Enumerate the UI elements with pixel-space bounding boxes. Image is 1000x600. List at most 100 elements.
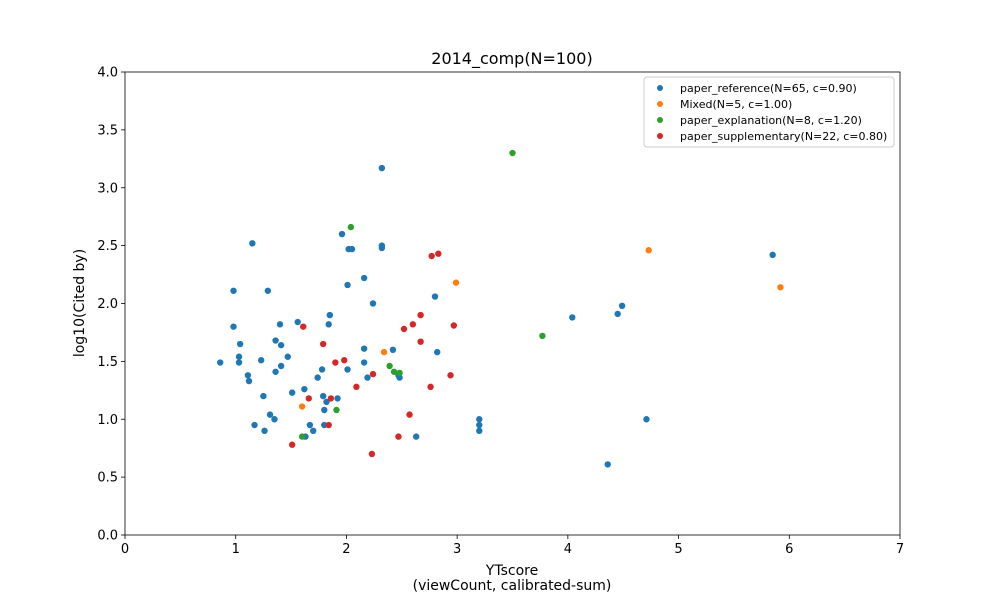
data-point <box>235 353 243 360</box>
data-point <box>217 359 224 366</box>
data-point <box>396 369 403 377</box>
data-point <box>310 427 317 435</box>
data-point <box>400 325 408 333</box>
data-point <box>368 450 376 458</box>
data-point <box>284 353 291 360</box>
data-point <box>249 240 256 247</box>
data-point <box>777 284 784 291</box>
data-point <box>277 362 285 370</box>
data-point <box>288 441 296 448</box>
data-point <box>435 250 442 257</box>
data-point <box>369 300 377 307</box>
data-point <box>323 398 330 406</box>
data-point <box>325 421 332 429</box>
data-point <box>386 362 393 370</box>
data-point <box>353 383 360 391</box>
data-point <box>452 279 460 286</box>
plot-frame <box>124 71 901 536</box>
data-point <box>476 427 483 435</box>
data-point <box>409 321 417 328</box>
data-point <box>277 341 285 349</box>
data-point <box>230 323 237 330</box>
x-tick-label: 1 <box>232 542 240 557</box>
y-axis-title: log10(Cited by) <box>72 249 88 357</box>
series-0 <box>217 164 776 468</box>
data-point <box>344 281 351 289</box>
data-point <box>389 346 397 353</box>
data-point <box>326 311 334 319</box>
x-tick-label: 6 <box>785 542 793 557</box>
data-point <box>431 293 439 300</box>
data-point <box>314 374 321 381</box>
data-point <box>417 338 424 345</box>
data-point <box>604 461 611 468</box>
data-point <box>338 230 346 238</box>
x-tick-label: 5 <box>674 542 682 557</box>
data-point <box>321 406 328 414</box>
x-axis-title-line2: (viewCount, calibrated-sum) <box>413 578 612 594</box>
data-point <box>395 433 402 440</box>
x-axis-title-line1: YTscore <box>485 563 538 579</box>
data-point <box>348 245 356 253</box>
data-point <box>347 223 355 231</box>
data-point <box>264 287 272 294</box>
data-point <box>332 359 339 366</box>
series-3 <box>288 250 458 458</box>
data-point <box>321 421 328 429</box>
data-point <box>235 359 243 366</box>
data-point <box>245 377 253 385</box>
data-point <box>325 321 332 328</box>
plot-area: 0 1 2 3 4 5 6 7 0.0 0.5 1.0 1.5 2.0 2.5 3.0 3.5 4.0 <box>97 66 904 558</box>
data-point <box>476 416 483 423</box>
data-point <box>618 302 626 310</box>
data-point <box>434 348 441 356</box>
data-point <box>261 427 268 435</box>
data-point <box>476 421 483 429</box>
data-point <box>306 421 314 429</box>
x-tick-label: 3 <box>453 542 461 557</box>
data-point <box>509 149 516 157</box>
data-point <box>236 340 244 348</box>
data-point <box>298 433 306 440</box>
data-point <box>266 411 274 418</box>
data-point <box>390 368 398 375</box>
legend-marker <box>657 101 663 107</box>
y-tick-label: 0.0 <box>97 529 118 544</box>
y-tick-label: 1.0 <box>97 413 118 428</box>
data-point <box>539 332 546 340</box>
x-tick-label: 2 <box>342 542 350 557</box>
data-point <box>294 318 301 326</box>
data-point <box>406 411 413 418</box>
data-point <box>450 322 458 329</box>
data-point <box>272 337 279 344</box>
data-point <box>260 392 267 400</box>
y-tick-label: 2.0 <box>97 297 118 312</box>
data-point <box>569 314 576 321</box>
data-point <box>298 403 306 410</box>
data-point <box>334 395 341 402</box>
y-tick-label: 0.5 <box>97 471 118 486</box>
data-point <box>244 372 252 379</box>
data-point <box>369 370 377 378</box>
data-point <box>319 392 327 400</box>
data-point <box>272 368 279 375</box>
data-point <box>360 345 368 352</box>
data-point <box>276 321 284 328</box>
data-point <box>318 366 326 373</box>
legend-label: paper_supplementary(N=22, c=0.80) <box>680 130 887 143</box>
data-point <box>428 252 435 260</box>
data-point <box>412 433 420 440</box>
y-tick-label: 4.0 <box>97 66 118 81</box>
data-point <box>257 357 265 364</box>
legend: paper_reference(N=65, c=0.90) Mixed(N=5, … <box>643 76 895 148</box>
data-point <box>251 421 258 429</box>
data-point <box>344 366 351 373</box>
legend-label: paper_explanation(N=8, c=1.20) <box>680 114 862 127</box>
series-2 <box>298 149 546 440</box>
x-tick-label: 0 <box>121 542 129 557</box>
data-point <box>301 385 308 393</box>
data-point <box>271 416 278 423</box>
data-point <box>327 395 335 402</box>
y-tick-label: 2.5 <box>97 239 118 254</box>
